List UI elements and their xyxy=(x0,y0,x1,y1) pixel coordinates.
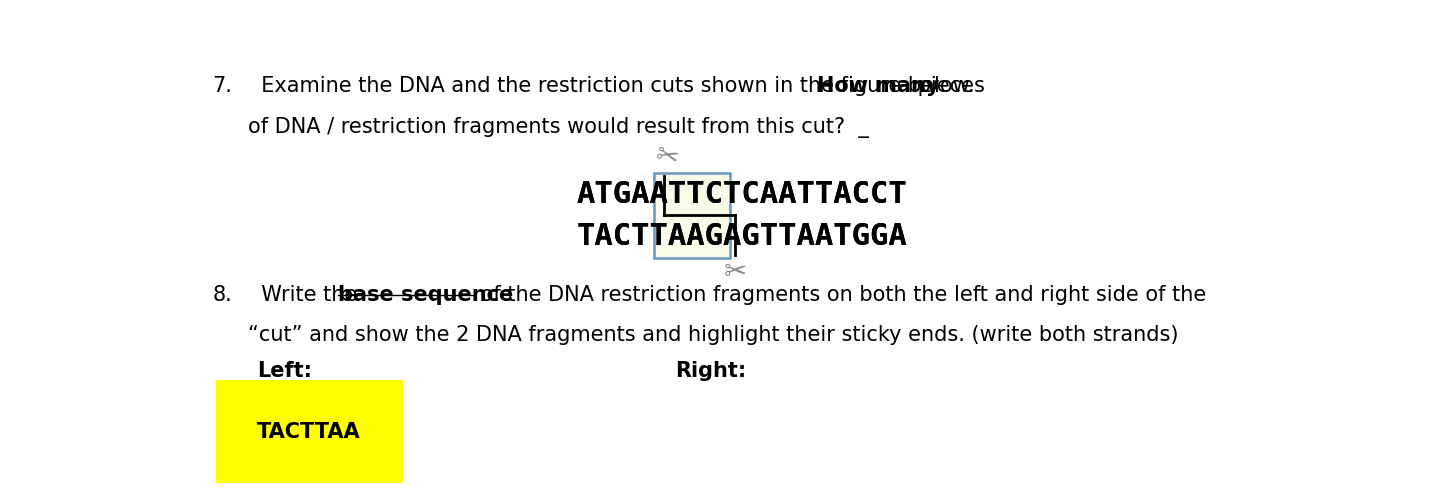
Text: pieces: pieces xyxy=(911,76,985,96)
Text: Write the: Write the xyxy=(249,285,365,305)
Text: Examine the DNA and the restriction cuts shown in the figure below.: Examine the DNA and the restriction cuts… xyxy=(249,76,982,96)
Text: ATGAATTCTCAATTACCT: ATGAATTCTCAATTACCT xyxy=(576,180,908,209)
Text: Right:: Right: xyxy=(675,361,746,381)
FancyBboxPatch shape xyxy=(654,173,730,258)
Text: ✂: ✂ xyxy=(724,258,747,286)
Text: of DNA / restriction fragments would result from this cut?  _: of DNA / restriction fragments would res… xyxy=(249,117,869,138)
Text: 8.: 8. xyxy=(213,285,232,305)
Text: TACTTAAGAGTTAATGGA: TACTTAAGAGTTAATGGA xyxy=(576,221,908,250)
Text: How many: How many xyxy=(817,76,938,96)
Text: Left:: Left: xyxy=(258,361,313,381)
Text: TACTTAAGAGTTAATGGA: TACTTAAGAGTTAATGGA xyxy=(576,221,908,250)
Text: base sequence: base sequence xyxy=(339,285,514,305)
Text: ATGAATTCTCAATTACCT: ATGAATTCTCAATTACCT xyxy=(576,180,908,209)
Text: “cut” and show the 2 DNA fragments and highlight their sticky ends. (write both : “cut” and show the 2 DNA fragments and h… xyxy=(249,325,1179,345)
Text: ATG: ATG xyxy=(258,392,303,412)
Text: TACTTAA: TACTTAA xyxy=(258,422,361,442)
Text: of the DNA restriction fragments on both the left and right side of the: of the DNA restriction fragments on both… xyxy=(473,285,1206,305)
Text: 7.: 7. xyxy=(213,76,232,96)
Text: ✂: ✂ xyxy=(653,140,682,173)
